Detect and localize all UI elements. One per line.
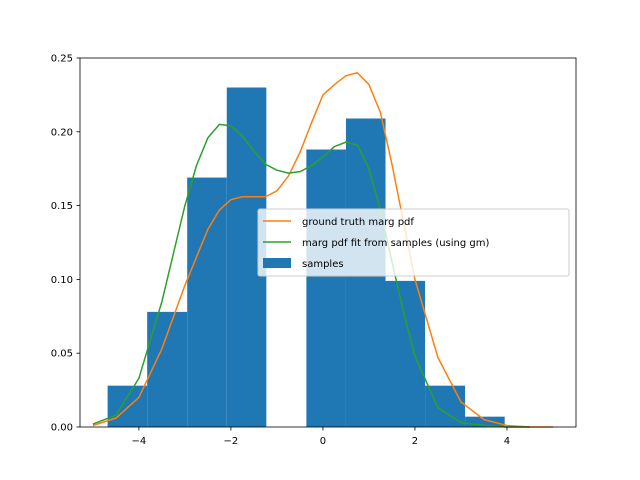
x-tick-label: −2 xyxy=(224,436,239,447)
x-axis-ticks: −4 −2 0 2 4 xyxy=(132,427,510,447)
histogram-bar xyxy=(385,280,426,427)
ground-truth-pdf-line xyxy=(92,72,553,428)
y-tick-label: 0.10 xyxy=(51,275,73,286)
legend-swatch-samples xyxy=(263,258,291,268)
pdf-lines xyxy=(92,72,553,428)
histogram-bar xyxy=(187,177,227,427)
histogram-bar xyxy=(147,311,188,427)
legend: ground truth marg pdf marg pdf fit from … xyxy=(257,208,570,277)
histogram-bar xyxy=(306,149,346,427)
y-tick-label: 0.05 xyxy=(51,349,73,360)
histogram-bar xyxy=(465,416,505,427)
legend-label-samples: samples xyxy=(302,259,344,270)
axes-frame xyxy=(79,57,577,428)
gm-fit-pdf-line xyxy=(92,123,530,428)
x-tick-label: −4 xyxy=(132,436,147,447)
y-tick-label: 0.20 xyxy=(51,127,73,138)
legend-label-gm-fit: marg pdf fit from samples (using gm) xyxy=(302,238,490,249)
legend-box xyxy=(257,208,570,277)
y-tick-label: 0.00 xyxy=(51,423,73,434)
x-tick-label: 0 xyxy=(320,436,326,447)
y-tick-label: 0.15 xyxy=(51,201,73,212)
y-axis-ticks: 0.00 0.05 0.10 0.15 0.20 0.25 xyxy=(51,54,80,434)
x-tick-label: 4 xyxy=(504,436,510,447)
y-tick-label: 0.25 xyxy=(51,54,73,65)
legend-label-ground-truth: ground truth marg pdf xyxy=(302,217,414,228)
x-tick-label: 2 xyxy=(412,436,418,447)
